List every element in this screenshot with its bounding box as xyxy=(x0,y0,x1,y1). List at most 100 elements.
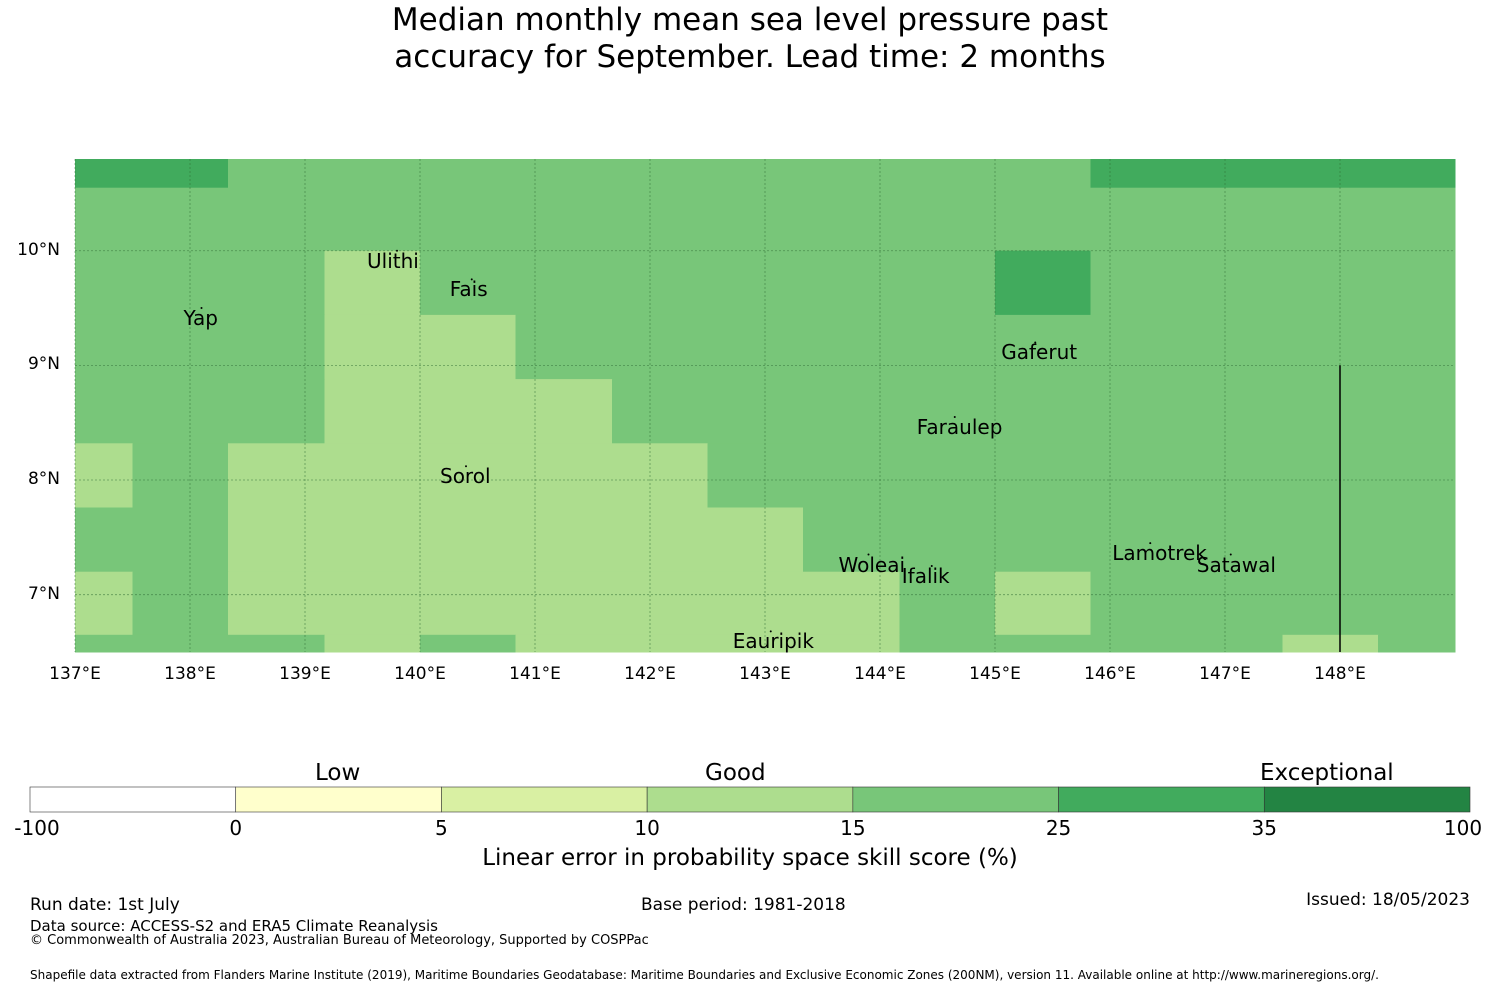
colorbar-category-good: Good xyxy=(705,760,766,786)
longitude-tick-label: 141°E xyxy=(509,664,561,684)
colorbar-tick-label: -100 xyxy=(14,816,60,840)
grid-cell xyxy=(75,159,229,189)
island-marker xyxy=(953,415,956,418)
place-label: Gaferut xyxy=(1001,340,1078,365)
grid-cell xyxy=(228,159,1091,189)
longitude-tick-label: 144°E xyxy=(854,664,906,684)
graticule xyxy=(74,159,1455,652)
grid-cell xyxy=(420,250,996,316)
grid-cell xyxy=(324,379,613,444)
grid-cell xyxy=(612,379,1456,444)
place-label: Sorol xyxy=(440,464,491,489)
grid-cell xyxy=(515,634,901,653)
grid-cell xyxy=(75,634,325,653)
grid-cell xyxy=(324,250,421,316)
longitude-tick-label: 138°E xyxy=(164,664,216,684)
colorbar-tick-label: 25 xyxy=(1045,816,1072,840)
grid-cell xyxy=(132,571,229,636)
grid-cells xyxy=(75,159,1456,653)
colorbar-category-exceptional: Exceptional xyxy=(1260,760,1394,786)
island-marker xyxy=(470,278,473,281)
island-marker xyxy=(396,249,398,252)
island-marker xyxy=(1034,341,1037,344)
latitude-tick-label: 9°N xyxy=(27,354,60,375)
grid-cell xyxy=(995,571,1091,636)
grid-cell xyxy=(1090,571,1456,636)
grid-cell xyxy=(1090,250,1456,316)
place-label: Fais xyxy=(449,277,488,302)
grid-cell xyxy=(515,314,1456,380)
island-marker xyxy=(867,553,870,556)
latitude-tick-label: 8°N xyxy=(27,469,60,490)
island-marker xyxy=(769,630,772,633)
colorbar-bin xyxy=(235,786,442,813)
grid-cell xyxy=(75,571,133,636)
place-label: Ifalik xyxy=(901,564,950,588)
map-title-line-1: Median monthly mean sea level pressure p… xyxy=(391,2,1109,38)
copyright: © Commonwealth of Australia 2023, Austra… xyxy=(30,933,649,948)
data-source: Data source: ACCESS-S2 and ERA5 Climate … xyxy=(30,917,438,935)
place-label: Satawal xyxy=(1196,552,1276,577)
longitude-tick-label: 139°E xyxy=(279,664,331,684)
latitude-tick-label: 7°N xyxy=(27,583,60,604)
place-label: Faraulep xyxy=(916,414,1003,439)
grid-cell xyxy=(803,507,1456,573)
island-marker xyxy=(200,307,203,310)
colorbar-category-low: Low xyxy=(315,760,361,786)
colorbar-tick-label: 10 xyxy=(634,816,660,840)
colorbar-tick-label: 5 xyxy=(435,816,448,840)
longitude-tick-label: 143°E xyxy=(739,664,791,684)
longitude-tick-label: 140°E xyxy=(394,664,446,684)
grid-cell xyxy=(75,314,325,380)
longitude-tick-label: 142°E xyxy=(624,664,676,684)
grid-cell xyxy=(132,443,229,508)
grid-cell xyxy=(707,443,1456,508)
island-marker xyxy=(930,565,933,568)
longitude-tick-label: 148°E xyxy=(1314,664,1366,684)
colorbar-tick-label: 0 xyxy=(229,816,243,840)
grid-cell xyxy=(324,634,421,653)
grid-cell xyxy=(228,571,901,636)
issued-date: Issued: 18/05/2023 xyxy=(1306,890,1470,910)
colorbar xyxy=(29,786,1471,813)
shapefile-credit: Shapefile data extracted from Flanders M… xyxy=(30,968,1379,982)
place-label: Ulithi xyxy=(367,248,419,273)
grid-cell xyxy=(420,634,516,653)
grid-cell xyxy=(899,634,1283,653)
grid-cell xyxy=(1090,159,1456,189)
island-marker xyxy=(1229,553,1232,556)
island-marker xyxy=(465,465,467,468)
longitude-tick-label: 146°E xyxy=(1084,664,1136,684)
colorbar-bin xyxy=(852,786,1059,813)
grid-cell xyxy=(899,571,996,636)
island-markers xyxy=(200,249,1232,633)
grid-cell xyxy=(228,443,708,508)
colorbar-bin xyxy=(29,786,237,813)
place-label: Lamotrek xyxy=(1112,541,1207,566)
grid-cell xyxy=(1282,634,1379,653)
grid-cell xyxy=(75,507,229,573)
latitude-tick-label: 10°N xyxy=(17,239,60,260)
colorbar-tick-label: 15 xyxy=(840,816,866,840)
longitude-tick-label: 145°E xyxy=(969,664,1021,684)
colorbar-tick-label: 35 xyxy=(1251,816,1277,840)
colorbar-bin xyxy=(441,786,648,813)
run-date: Run date: 1st July xyxy=(30,895,180,915)
longitude-tick-label: 147°E xyxy=(1199,664,1251,684)
grid-cell xyxy=(1378,634,1456,653)
longitude-tick-label: 137°E xyxy=(49,664,101,684)
colorbar-bin xyxy=(646,786,854,813)
grid-cell xyxy=(995,250,1091,316)
map-title-line-2: accuracy for September. Lead time: 2 mon… xyxy=(394,39,1106,75)
colorbar-tick-label: 100 xyxy=(1443,816,1483,840)
grid-cell xyxy=(75,379,325,444)
island-marker xyxy=(1149,542,1152,545)
base-period: Base period: 1981-2018 xyxy=(641,895,846,915)
place-label: Eauripik xyxy=(732,629,814,654)
grid-cell xyxy=(75,250,325,316)
colorbar-bin xyxy=(1058,786,1265,813)
grid-cell xyxy=(75,443,133,508)
place-label: Woleai xyxy=(838,552,906,577)
colorbar-bin xyxy=(1263,786,1471,813)
